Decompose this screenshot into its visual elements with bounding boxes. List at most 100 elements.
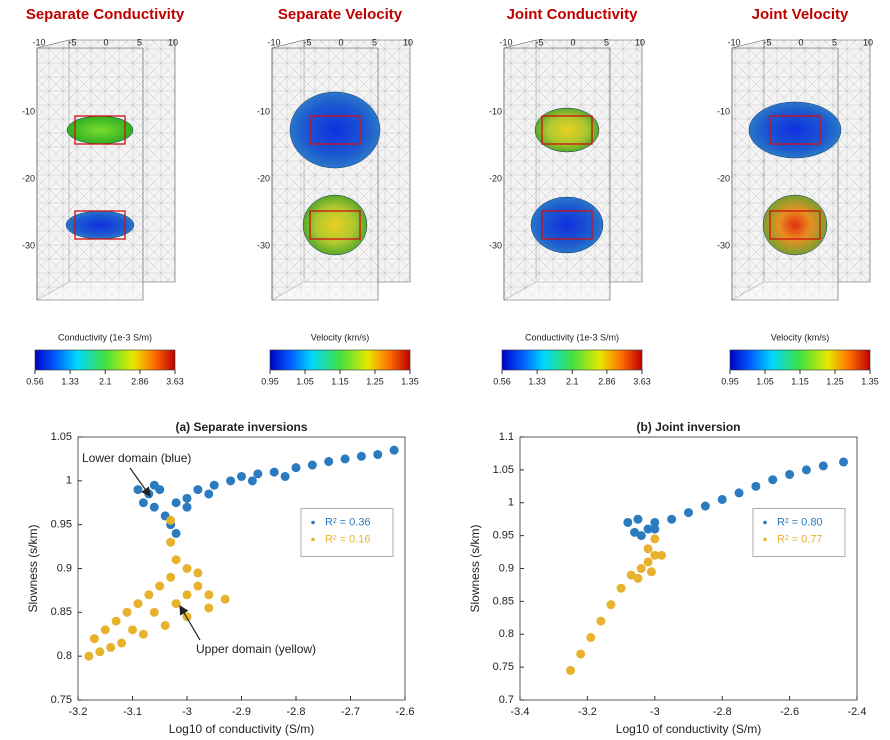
anomaly-blob	[534, 107, 600, 153]
scatter-point	[801, 465, 811, 475]
colorbar-tick-label: 0.95	[261, 376, 279, 386]
scatter-point	[269, 467, 279, 477]
colorbar-tick-label: 1.35	[861, 376, 879, 386]
scatter-point	[650, 534, 660, 544]
scatter-point	[204, 489, 214, 499]
panel-title: Joint Conductivity	[507, 6, 638, 23]
scatter-point	[182, 564, 192, 573]
scatter-point	[111, 616, 121, 626]
scatter-point	[684, 508, 693, 518]
scatter-point	[149, 480, 159, 490]
scatter-point	[751, 481, 761, 491]
depth-tick-label: -30	[717, 240, 730, 250]
scatter-point	[280, 471, 290, 481]
depth-tick-label: -20	[717, 173, 730, 183]
x-tick-label: -3.2	[578, 706, 597, 718]
y-tick-label: 0.8	[499, 628, 514, 640]
true-anomaly-outline	[74, 115, 126, 145]
depth-tick-label: -30	[489, 240, 502, 250]
scatter-point	[650, 524, 660, 534]
axis-tick-label: -10	[727, 37, 740, 47]
colorbar-tick-label: 3.63	[633, 376, 651, 386]
scatter-point	[636, 564, 646, 573]
axis-tick-label: 5	[832, 37, 837, 47]
depth-tick-label: -20	[257, 173, 270, 183]
colorbar-tick-label: 2.1	[566, 376, 579, 386]
colorbar-tick-label: 0.56	[26, 376, 44, 386]
scatter-point	[193, 581, 203, 591]
scatter-point	[650, 517, 660, 527]
anomaly-blob	[748, 101, 842, 159]
true-anomaly-outline	[74, 210, 126, 240]
scatter-point	[596, 616, 606, 626]
colorbar	[501, 349, 643, 371]
scatter-point	[204, 603, 214, 613]
scatter-point	[144, 590, 154, 600]
colorbar-tick-label: 2.86	[131, 376, 149, 386]
axis-tick-label: 10	[403, 37, 413, 47]
scatter-point	[633, 514, 643, 524]
scatter-point	[373, 450, 383, 460]
mesh-front	[36, 47, 144, 301]
axis-tick-label: -5	[303, 37, 311, 47]
legend-marker	[763, 520, 767, 525]
axis-tick-label: 10	[168, 37, 178, 47]
x-tick-label: -3	[182, 706, 192, 718]
legend-box	[300, 508, 394, 557]
x-tick-label: -3.4	[511, 706, 530, 718]
axis-tick-label: -10	[32, 37, 45, 47]
colorbar	[34, 349, 176, 371]
depth-tick-label: -10	[489, 106, 502, 116]
scatter-point	[626, 570, 636, 580]
scatter-point	[209, 480, 219, 490]
legend-entry: R² = 0.80	[777, 516, 823, 528]
annotation: Upper domain (yellow)	[196, 642, 316, 656]
y-tick-label: 0.85	[51, 606, 72, 618]
x-axis-label: Log10 of conductivity (S/m)	[169, 722, 314, 736]
scatter-point	[160, 620, 170, 630]
scatter-point	[606, 600, 616, 610]
x-tick-label: -2.7	[341, 706, 360, 718]
scatter-point	[226, 476, 236, 486]
colorbar-tick-label: 1.05	[756, 376, 774, 386]
x-tick-label: -3.1	[123, 706, 142, 718]
scatter-point	[324, 457, 334, 467]
colorbar-tick-label: 0.95	[721, 376, 739, 386]
scatter-point	[204, 590, 214, 600]
true-anomaly-outline	[541, 115, 593, 145]
axis-tick-label: 5	[604, 37, 609, 47]
y-axis-label: Slowness (s/km)	[26, 524, 40, 612]
mesh-front	[731, 47, 839, 301]
scatter-point	[138, 629, 148, 639]
scatter-point	[643, 557, 653, 567]
scatter-point	[356, 451, 366, 461]
scatter-point	[84, 651, 94, 661]
axis-tick-label: -10	[267, 37, 280, 47]
scatter-point	[237, 471, 246, 481]
legend-entry: R² = 0.36	[325, 516, 371, 528]
colorbar-tick-label: 1.15	[791, 376, 809, 386]
x-tick-label: -3.2	[69, 706, 88, 718]
scatter-point	[193, 568, 203, 578]
axis-tick-label: 0	[798, 37, 803, 47]
scatter-point	[128, 625, 137, 635]
scatter-point	[182, 502, 192, 512]
scatter-point	[633, 573, 643, 583]
axis-tick-label: 5	[372, 37, 377, 47]
x-tick-label: -2.6	[780, 706, 799, 718]
scatter-point	[122, 607, 132, 617]
depth-tick-label: -30	[257, 240, 270, 250]
annotation-arrow	[179, 604, 201, 641]
axis-tick-label: 0	[338, 37, 343, 47]
anomaly-blob	[289, 91, 381, 169]
annotation-arrow	[129, 467, 151, 497]
y-tick-label: 0.95	[51, 519, 72, 531]
scatter-point	[220, 594, 230, 604]
depth-tick-label: -20	[22, 173, 35, 183]
scatter-point	[133, 599, 143, 609]
x-axis-label: Log10 of conductivity (S/m)	[616, 722, 761, 736]
colorbar-tick-label: 3.63	[166, 376, 184, 386]
scatter-point	[100, 625, 110, 635]
anomaly-blob	[66, 115, 134, 145]
